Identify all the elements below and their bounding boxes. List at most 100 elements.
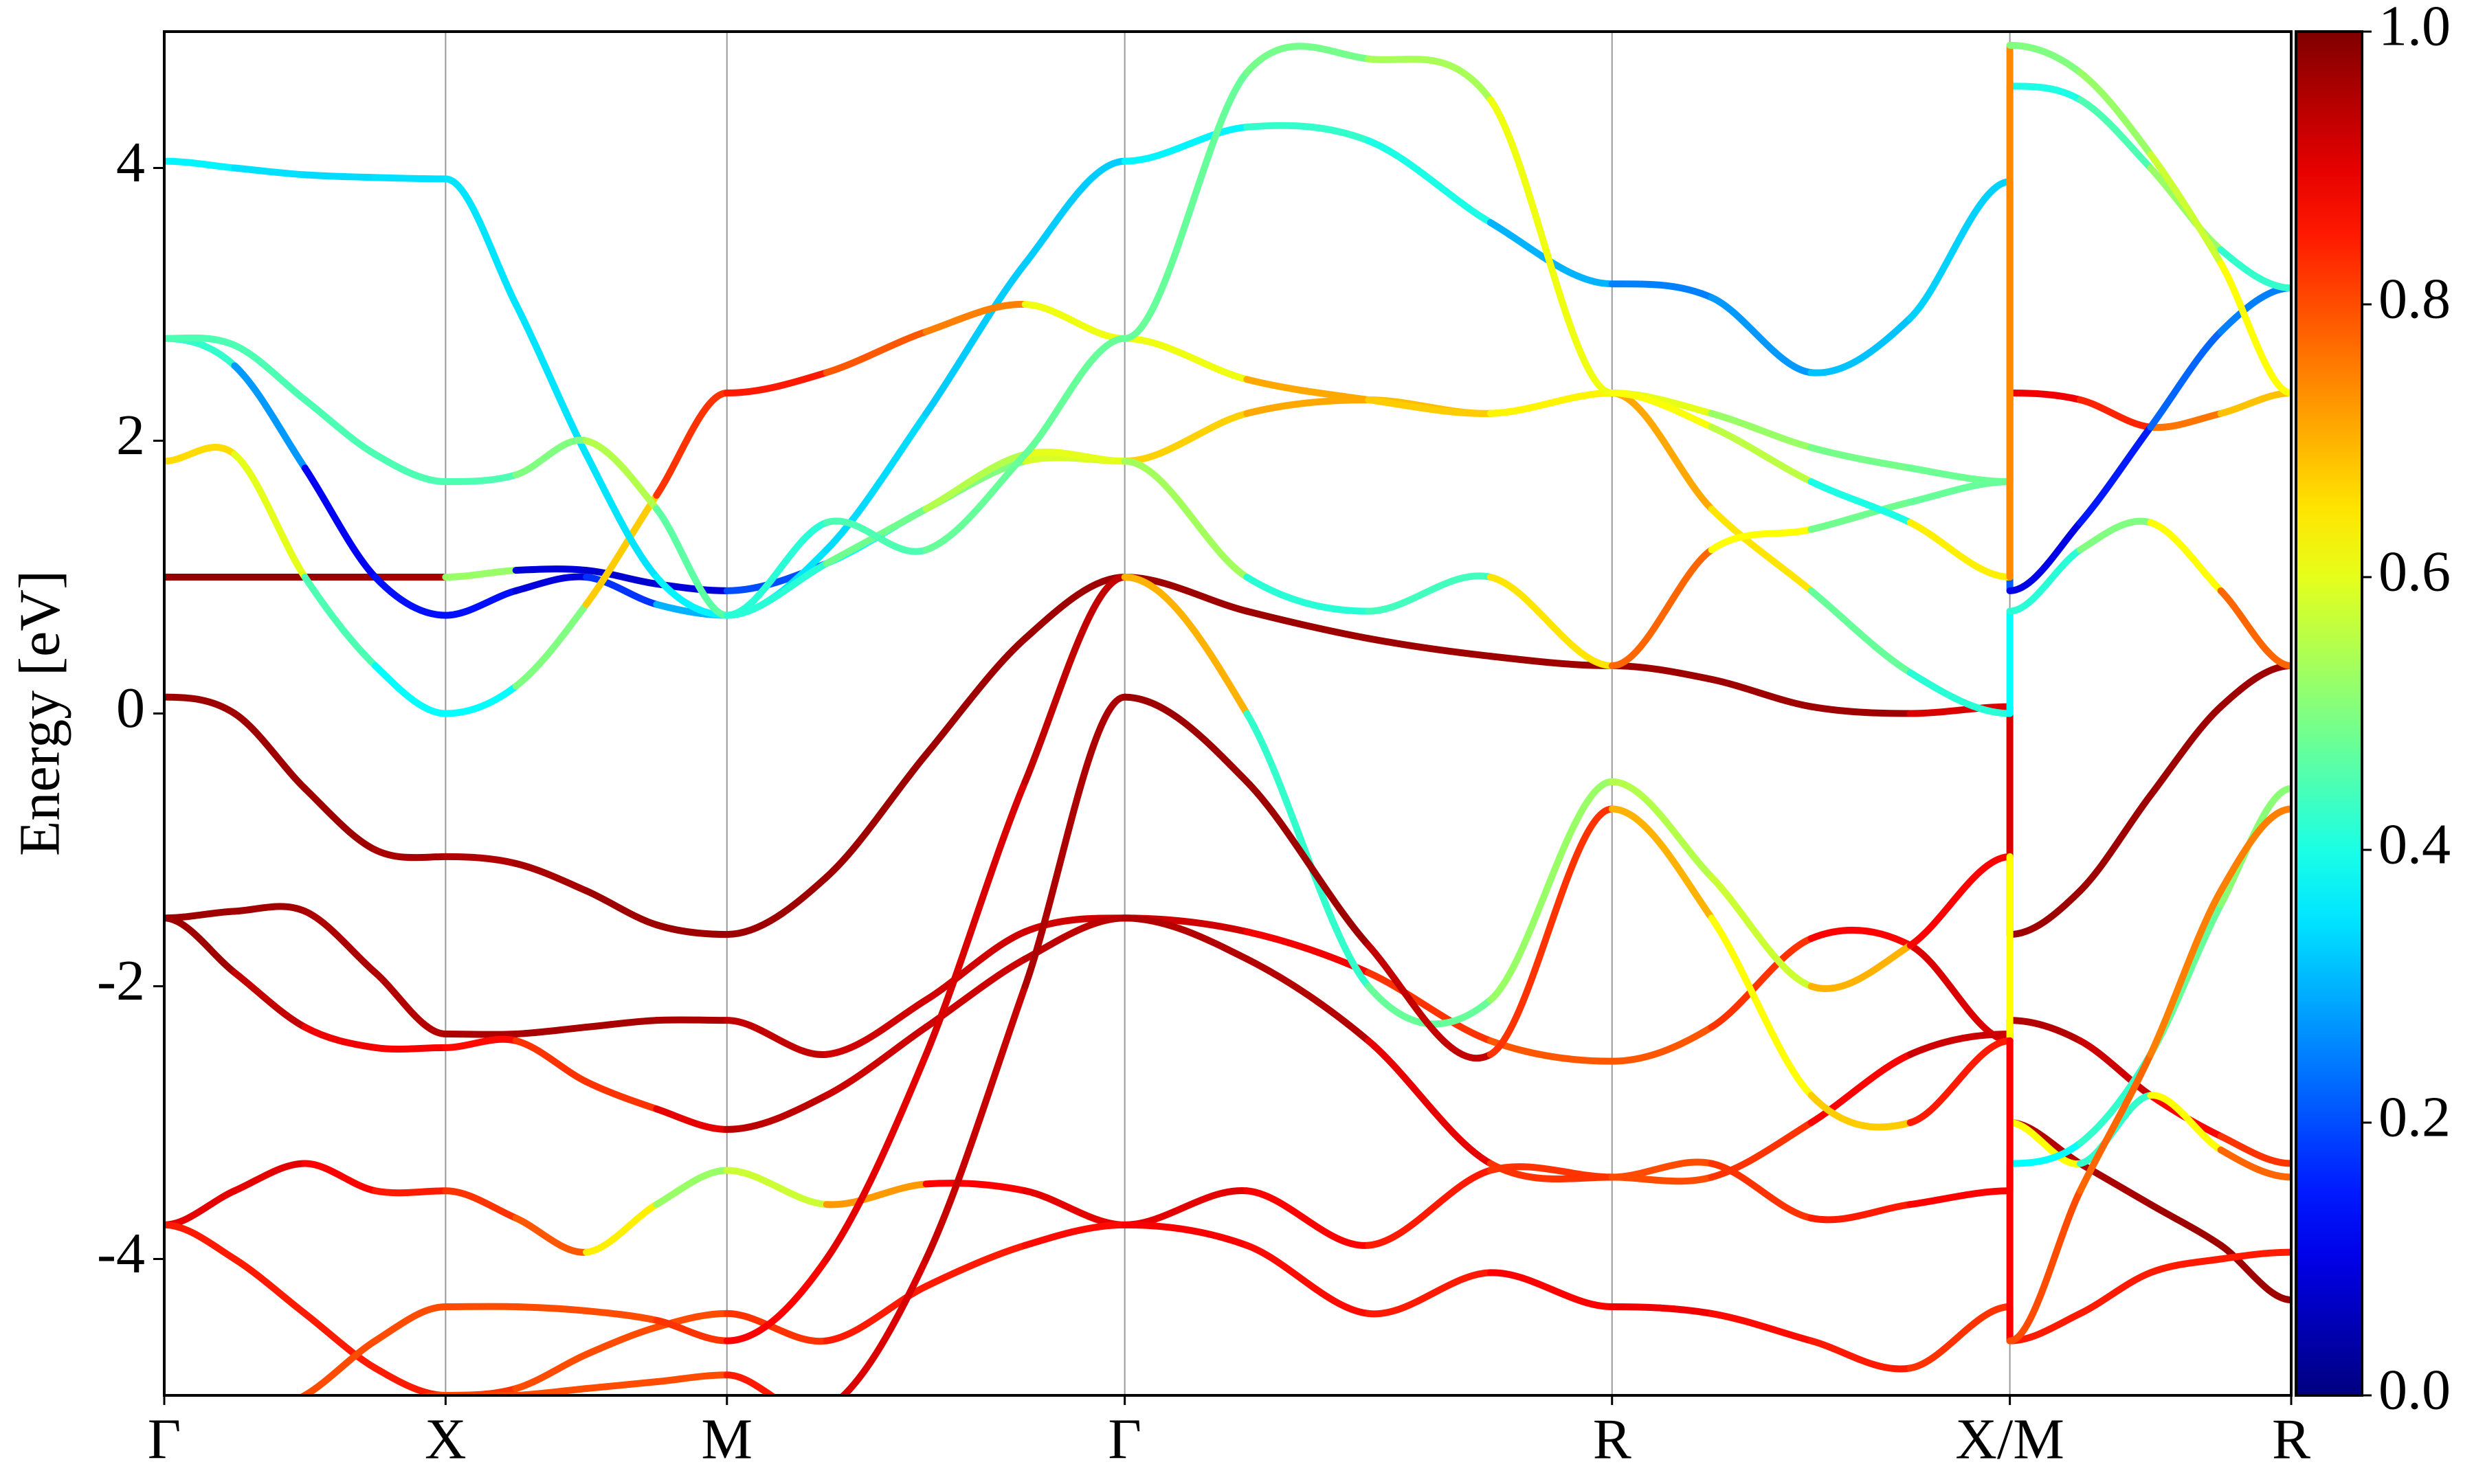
band-segment [1365, 396, 1494, 417]
band-segment [301, 464, 379, 581]
x-tick-label: X/M [1955, 1407, 2064, 1471]
band-segment [2006, 1017, 2084, 1044]
band-segment [442, 1187, 520, 1222]
band-segment [1021, 335, 1128, 458]
band-segment [2217, 390, 2291, 417]
band-segment [723, 1017, 830, 1058]
band-segment [583, 567, 660, 587]
band-segment [1708, 526, 1815, 554]
band-segment [1243, 376, 1372, 403]
band-segment [723, 1255, 830, 1345]
band-segment [2147, 887, 2225, 1058]
band-segment [1608, 1158, 1715, 1181]
band-segment [583, 1017, 660, 1031]
band-segment [1021, 574, 1128, 785]
band-segment [1486, 1269, 1616, 1310]
band-segment [512, 565, 590, 574]
band-segment [1906, 941, 2014, 1044]
band-segment [1121, 69, 1251, 342]
band-segment [1365, 635, 1494, 660]
band-segment [512, 1037, 590, 1086]
band-segment [1906, 178, 2014, 322]
band-segment [231, 710, 309, 792]
band-segment [442, 471, 520, 486]
band-segment [1121, 914, 1251, 963]
band-segment [231, 903, 309, 915]
band-segment [1486, 96, 1616, 397]
band-segment [2147, 1255, 2225, 1277]
band-segment [2076, 1160, 2154, 1208]
band-segment [1486, 805, 1616, 1058]
band-segment [442, 175, 520, 308]
band-segment [823, 1024, 930, 1099]
band-segment [653, 1371, 731, 1386]
band-segment [1807, 1337, 1914, 1373]
band-segment [164, 1187, 238, 1228]
band-segment [2076, 1037, 2154, 1099]
band-segment [2076, 423, 2154, 526]
band-segment [442, 853, 520, 867]
band-segment [442, 587, 520, 619]
band-segment [823, 751, 930, 881]
band-segment [1121, 1221, 1251, 1249]
band-segment [1807, 314, 1914, 376]
band-segment [2217, 587, 2291, 670]
band-segment [301, 1309, 379, 1372]
band-segment [1243, 955, 1372, 1044]
band-segment [1365, 55, 1494, 104]
band-segment [1021, 693, 1128, 990]
band-segment [2147, 1092, 2225, 1154]
band-segment [823, 1283, 930, 1345]
band-segment [2147, 328, 2225, 431]
band-segment [231, 451, 309, 581]
band-segment [2076, 1050, 2154, 1195]
band-segment [1365, 1037, 1494, 1167]
band-segment [512, 600, 590, 690]
band-segment [1243, 1187, 1372, 1249]
band-segment [2006, 519, 2084, 594]
y-tick-label: -2 [97, 949, 145, 1013]
y-tick-label: 0 [116, 676, 145, 740]
band-segment [653, 1167, 731, 1208]
band-segment [583, 491, 660, 608]
band-segment [1486, 390, 1616, 417]
band-segment [2147, 409, 2225, 431]
band-segment [1906, 853, 2014, 949]
band-segment [823, 1180, 930, 1208]
band-segment [1243, 122, 1372, 144]
band-segment [583, 1201, 660, 1256]
band-segment [2006, 82, 2084, 104]
band-segment [301, 785, 379, 853]
band-segment [583, 1378, 660, 1393]
band-segment [301, 1024, 379, 1051]
colorbar-tick-label: 0.4 [2378, 812, 2451, 876]
band-segment [1906, 1303, 2014, 1372]
band-segment [1365, 969, 1494, 1044]
band-segment [1906, 1187, 2014, 1208]
band-segment [1021, 157, 1128, 267]
band-segment [2217, 1248, 2291, 1263]
band-segment [372, 662, 449, 717]
band-segment [1807, 1201, 1914, 1224]
band-segment [1608, 390, 1715, 431]
band-segment [301, 1160, 379, 1195]
band-segment [2217, 1241, 2291, 1304]
bands [164, 41, 2291, 1464]
band-segment [1807, 941, 1914, 993]
band-segment [2006, 1139, 2084, 1167]
band-segment [583, 451, 660, 581]
band-segment [1906, 478, 2014, 506]
band-segment [1708, 294, 1815, 376]
band-segment [1608, 778, 1715, 881]
band-segment [234, 1437, 304, 1464]
band-segment [1608, 1024, 1715, 1065]
colorbar-tick-label: 0.0 [2378, 1358, 2451, 1421]
band-segment [1608, 662, 1715, 683]
band-segment [1243, 574, 1372, 615]
band-segment [372, 574, 449, 619]
band-segment [922, 1180, 1029, 1195]
band-segment [823, 996, 930, 1058]
band-segment [2076, 1269, 2154, 1317]
band-segment [2147, 703, 2225, 799]
band-segment [922, 260, 1029, 417]
